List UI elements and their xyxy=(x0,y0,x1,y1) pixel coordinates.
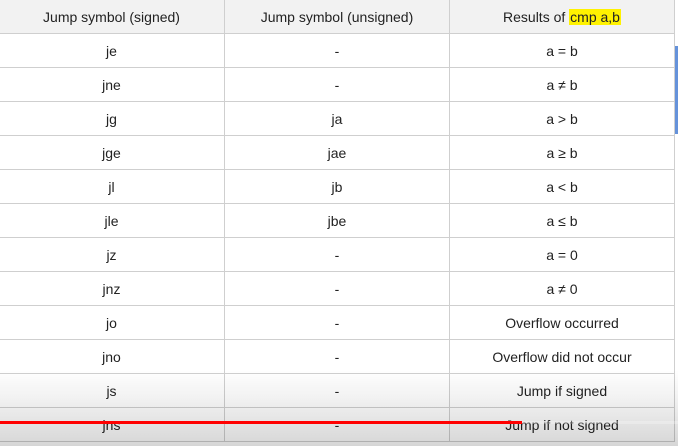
cell-signed: jge xyxy=(0,135,225,170)
cell-unsigned: - xyxy=(224,305,450,340)
cell-result: a ≠ b xyxy=(449,67,675,102)
cell-unsigned: - xyxy=(224,373,450,408)
cell-unsigned: - xyxy=(224,339,450,374)
table-row: jno - Overflow did not occur xyxy=(0,339,675,374)
cell-signed: jnz xyxy=(0,271,225,306)
cell-result: a < b xyxy=(449,169,675,204)
table-row: jnz - a ≠ 0 xyxy=(0,271,675,306)
cell-signed: jg xyxy=(0,101,225,136)
cell-unsigned: - xyxy=(224,271,450,306)
header-results-prefix: Results of xyxy=(503,8,570,25)
table-row: jz - a = 0 xyxy=(0,237,675,272)
cell-result: Overflow did not occur xyxy=(449,339,675,374)
cell-signed: jz xyxy=(0,237,225,272)
table-row: js - Jump if signed xyxy=(0,373,675,408)
table-row: je - a = b xyxy=(0,33,675,68)
table-row: jl jb a < b xyxy=(0,169,675,204)
cell-result: Jump if signed xyxy=(449,373,675,408)
cell-result: a > b xyxy=(449,101,675,136)
cell-signed: jl xyxy=(0,169,225,204)
table-row: jge jae a ≥ b xyxy=(0,135,675,170)
cell-unsigned: jae xyxy=(224,135,450,170)
cell-signed: jno xyxy=(0,339,225,374)
cell-unsigned: jbe xyxy=(224,203,450,238)
table-header-row: Jump symbol (signed) Jump symbol (unsign… xyxy=(0,0,675,34)
cell-unsigned: - xyxy=(224,67,450,102)
video-progress-fill xyxy=(0,421,523,424)
cell-unsigned: ja xyxy=(224,101,450,136)
cell-signed: js xyxy=(0,373,225,408)
cell-result: a = 0 xyxy=(449,237,675,272)
cell-signed: jns xyxy=(0,407,225,442)
cell-result: Jump if not signed xyxy=(449,407,675,442)
cell-signed: jo xyxy=(0,305,225,340)
cell-result: Overflow occurred xyxy=(449,305,675,340)
header-results: Results of cmp a,b xyxy=(449,0,675,34)
table-row: jg ja a > b xyxy=(0,101,675,136)
cell-unsigned: - xyxy=(224,33,450,68)
cell-result: a = b xyxy=(449,33,675,68)
scroll-indicator[interactable] xyxy=(675,46,678,134)
header-signed: Jump symbol (signed) xyxy=(0,0,225,34)
cell-signed: jle xyxy=(0,203,225,238)
header-results-highlight: cmp a,b xyxy=(569,8,621,25)
video-progress-bar[interactable] xyxy=(0,421,678,424)
table-row: jle jbe a ≤ b xyxy=(0,203,675,238)
table-row: jo - Overflow occurred xyxy=(0,305,675,340)
cell-result: a ≥ b xyxy=(449,135,675,170)
table-row: jne - a ≠ b xyxy=(0,67,675,102)
cell-result: a ≠ 0 xyxy=(449,271,675,306)
cell-signed: jne xyxy=(0,67,225,102)
cell-signed: je xyxy=(0,33,225,68)
cell-unsigned: - xyxy=(224,237,450,272)
cell-result: a ≤ b xyxy=(449,203,675,238)
header-unsigned: Jump symbol (unsigned) xyxy=(224,0,450,34)
table-row: jns - Jump if not signed xyxy=(0,407,675,442)
cell-unsigned: - xyxy=(224,407,450,442)
cell-unsigned: jb xyxy=(224,169,450,204)
